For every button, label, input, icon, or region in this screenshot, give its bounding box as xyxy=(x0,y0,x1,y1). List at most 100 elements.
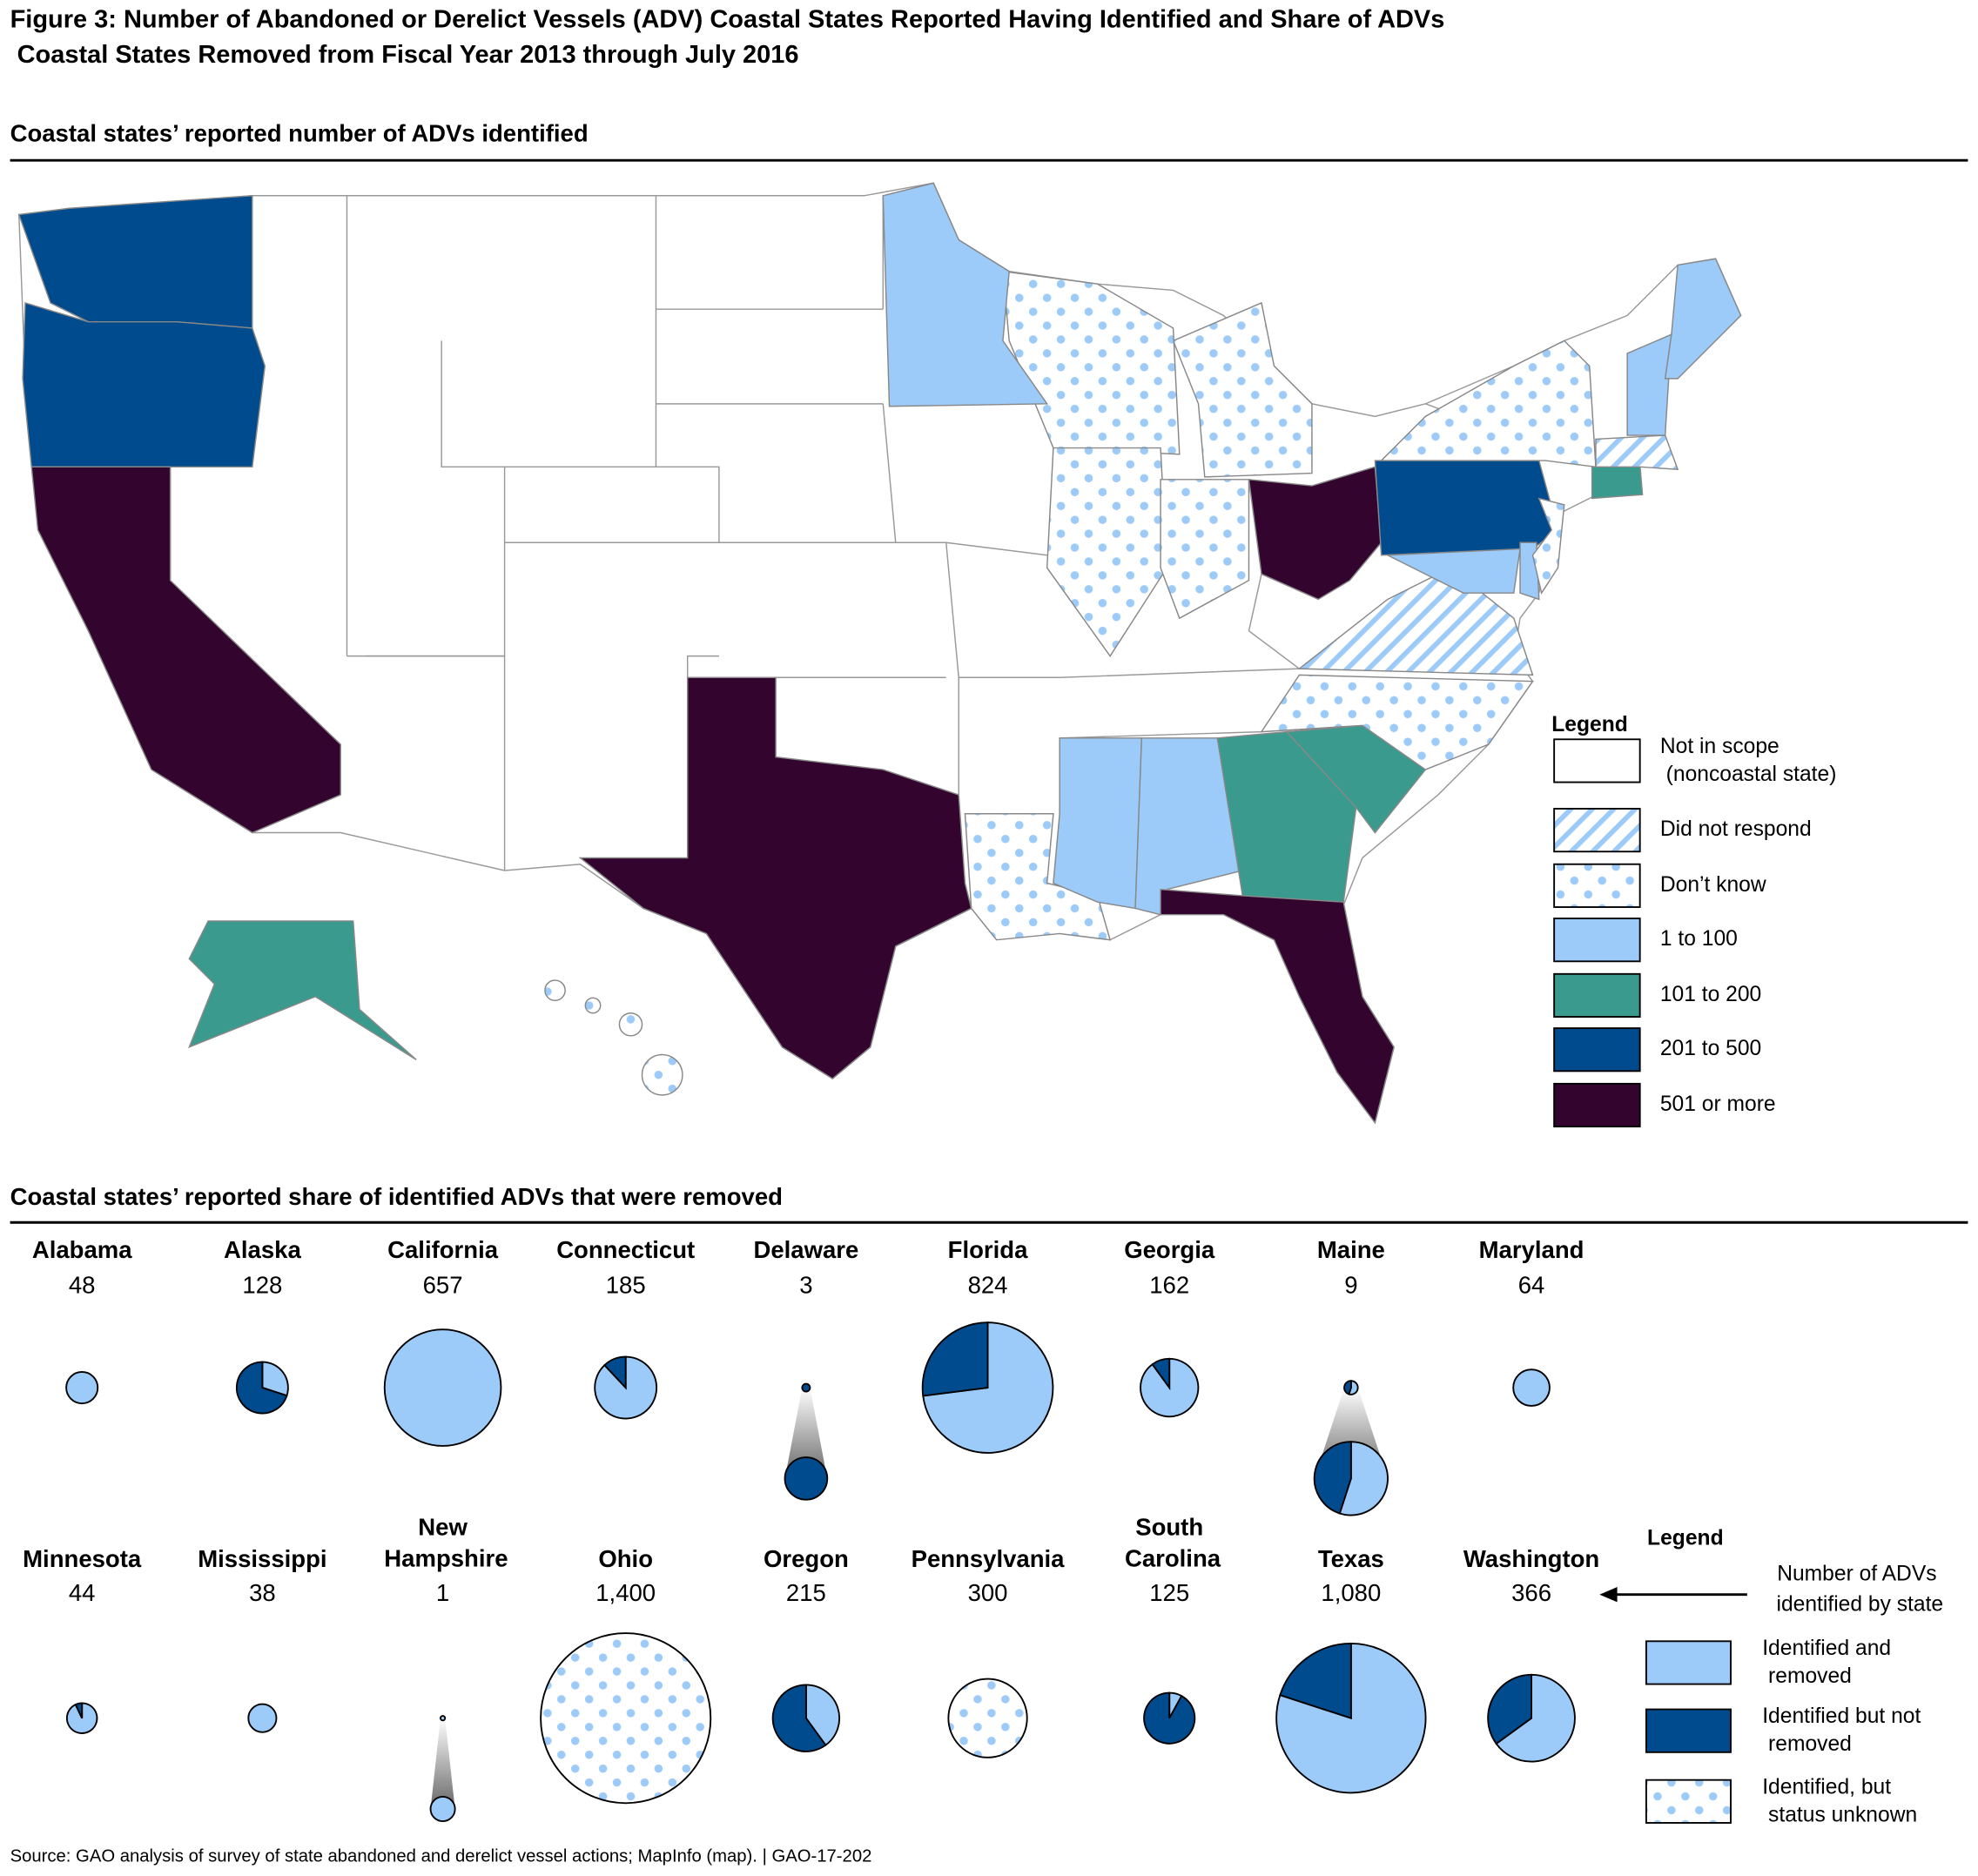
pie-slice xyxy=(247,1703,278,1733)
state-name: Georgia xyxy=(1124,1236,1215,1263)
pie-slice xyxy=(1151,1357,1171,1390)
state-border xyxy=(959,668,1300,679)
state-count: 48 xyxy=(69,1271,96,1298)
legend-label: 201 to 500 xyxy=(1660,1037,1761,1060)
legend-swatch xyxy=(1553,863,1641,908)
pie-slice xyxy=(383,1328,502,1447)
pie-subtitle: Coastal states’ reported share of identi… xyxy=(10,1183,783,1210)
state-name: Minnesota xyxy=(23,1545,142,1572)
state xyxy=(1531,497,1565,595)
state xyxy=(1664,258,1742,380)
arrow-head xyxy=(1599,1587,1618,1603)
pie-slice xyxy=(771,1684,827,1752)
legend-swatch xyxy=(1553,918,1641,963)
legend-swatch xyxy=(1645,1708,1732,1753)
state-name: South Carolina xyxy=(1118,1514,1221,1572)
callout xyxy=(784,1388,828,1479)
pie-slice xyxy=(429,1796,456,1823)
map-legend-title: Legend xyxy=(1551,713,1628,736)
state xyxy=(1002,270,1181,455)
state-count: 64 xyxy=(1518,1271,1545,1298)
legend-swatch xyxy=(1553,972,1641,1019)
state-count: 125 xyxy=(1149,1579,1189,1606)
island xyxy=(544,979,566,1001)
state-border xyxy=(656,466,934,543)
pie-slice xyxy=(235,1361,288,1415)
pie-slice xyxy=(1313,1441,1352,1515)
legend-swatch xyxy=(1553,1027,1641,1072)
state-count: 366 xyxy=(1511,1579,1551,1606)
state-count: 215 xyxy=(786,1579,826,1606)
pie-slice xyxy=(65,1371,99,1405)
state xyxy=(578,676,972,1079)
callout xyxy=(430,1718,455,1810)
state-count: 185 xyxy=(606,1271,646,1298)
pie-slice xyxy=(1279,1643,1352,1719)
pie-slice xyxy=(1495,1673,1576,1763)
state-name: California xyxy=(387,1236,499,1263)
legend-label: Don’t know xyxy=(1660,873,1766,897)
state xyxy=(1260,674,1534,770)
state xyxy=(1379,340,1597,468)
island xyxy=(641,1053,683,1096)
state xyxy=(1248,466,1383,601)
pie-slice xyxy=(947,1678,1028,1758)
legend-label: 101 to 200 xyxy=(1660,983,1761,1006)
island xyxy=(618,1012,643,1037)
state-count: 1,080 xyxy=(1321,1579,1381,1606)
state-border xyxy=(1248,574,1300,669)
figure-title: Figure 3: Number of Abandoned or Derelic… xyxy=(10,5,1445,69)
pie-slice xyxy=(261,1361,289,1397)
pie-slice xyxy=(1487,1673,1533,1745)
legend-swatch xyxy=(1645,1779,1732,1824)
state xyxy=(1591,463,1644,500)
state-count: 44 xyxy=(69,1579,96,1606)
state-name: Florida xyxy=(948,1236,1028,1263)
state xyxy=(188,920,417,1060)
state xyxy=(22,301,266,468)
size-legend: Number of ADVs identified by state xyxy=(1771,1562,1944,1616)
state-border xyxy=(945,541,1047,556)
pie-slice xyxy=(540,1632,712,1805)
legend-label: Identified, but status unknown xyxy=(1762,1775,1917,1826)
legend-label: Identified but not removed xyxy=(1762,1705,1921,1756)
pie-slice xyxy=(1143,1691,1196,1745)
legend-label: Identified and removed xyxy=(1762,1637,1891,1688)
state-name: Ohio xyxy=(598,1545,653,1572)
legend-swatch xyxy=(1645,1640,1732,1685)
state xyxy=(30,466,341,834)
state-count: 824 xyxy=(968,1271,1008,1298)
legend-label: Did not respond xyxy=(1660,817,1812,841)
state-count: 657 xyxy=(423,1271,463,1298)
state-border xyxy=(686,655,719,678)
pie-slice xyxy=(74,1702,84,1719)
state xyxy=(1385,548,1521,594)
legend-label: 501 or more xyxy=(1660,1093,1776,1116)
state-count: 1 xyxy=(436,1579,449,1606)
legend-swatch xyxy=(1553,808,1641,853)
state-name: Delaware xyxy=(753,1236,858,1263)
state-name: New Hampshire xyxy=(378,1514,508,1572)
map-subtitle: Coastal states’ reported number of ADVs … xyxy=(10,119,589,146)
state xyxy=(1595,434,1679,471)
state xyxy=(1160,888,1395,1125)
legend-swatch xyxy=(1553,738,1641,783)
island xyxy=(584,997,602,1014)
pie-slice xyxy=(1343,1380,1352,1395)
state xyxy=(1172,301,1313,478)
state-name: Mississippi xyxy=(198,1545,326,1572)
state-name: Alaska xyxy=(224,1236,301,1263)
legend-label: Not in scope (noncoastal state) xyxy=(1660,734,1837,785)
state-border xyxy=(1060,730,1262,739)
pie-slice xyxy=(804,1684,841,1746)
state xyxy=(1046,447,1168,657)
state-count: 162 xyxy=(1149,1271,1189,1298)
state-name: Maine xyxy=(1317,1236,1385,1263)
state-name: Alabama xyxy=(32,1236,132,1263)
map xyxy=(17,182,1742,1125)
legend-swatch xyxy=(1553,1082,1641,1128)
pie-slice xyxy=(603,1355,627,1390)
state-name: Oregon xyxy=(764,1545,849,1572)
state-count: 3 xyxy=(799,1271,812,1298)
